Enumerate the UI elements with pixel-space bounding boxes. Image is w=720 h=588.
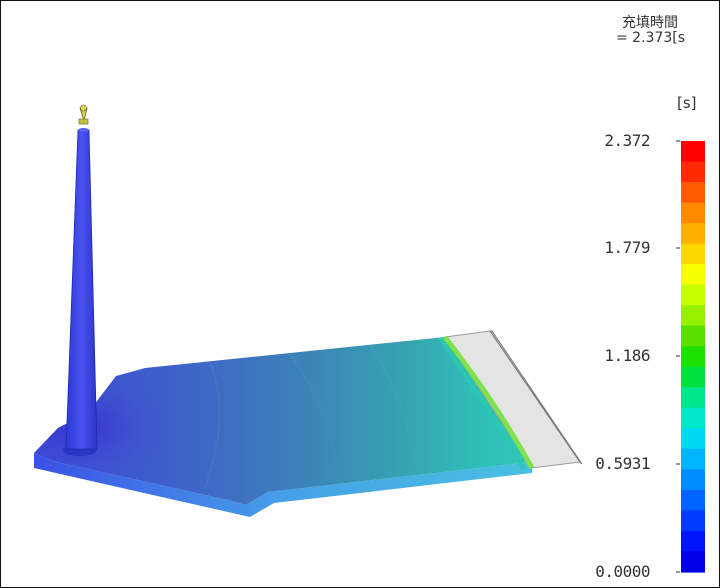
legend-color-swatch: [681, 284, 705, 306]
sprue-body: [65, 129, 98, 450]
legend-color-swatch: [681, 387, 705, 409]
legend-color-swatch: [681, 469, 705, 491]
legend-color-swatch: [681, 325, 705, 347]
legend-color-swatch: [681, 305, 705, 327]
legend-color-swatch: [681, 182, 705, 204]
legend-tick-label: 2.372: [604, 131, 650, 150]
iso-contour: [289, 353, 339, 479]
flow-front: [443, 335, 535, 470]
result-title: 充填時間: [622, 15, 678, 31]
legend-color-swatch: [681, 366, 705, 388]
legend-color-swatch: [681, 407, 705, 429]
legend-color-swatch: [681, 264, 705, 286]
legend-color-swatch: [681, 346, 705, 368]
legend-color-swatch: [681, 202, 705, 224]
part-edge-face: [34, 453, 532, 517]
sprue-top: [78, 128, 89, 132]
color-legend-bar: [681, 141, 705, 573]
unfilled-edge: [489, 330, 583, 465]
legend-unit: [s]: [677, 94, 697, 112]
iso-contour: [369, 344, 419, 471]
result-time-value: = 2.373[s: [616, 30, 686, 46]
legend-tick-label: 0.0000: [595, 562, 650, 581]
legend-tick-label: 1.779: [604, 238, 650, 257]
legend-color-swatch: [681, 489, 705, 512]
molded-part: [34, 330, 583, 517]
legend-color-swatch: [681, 510, 705, 532]
legend-color-swatch: [681, 243, 705, 265]
legend-color-swatch: [681, 428, 705, 450]
sprue: [65, 128, 98, 450]
flow-front-inner: [438, 336, 526, 470]
legend-tick-label: 1.186: [604, 346, 650, 365]
legend-color-swatch: [681, 551, 705, 573]
legend-color-swatch: [681, 530, 705, 553]
legend-color-swatch: [681, 223, 705, 245]
iso-contour: [204, 361, 221, 489]
legend-tick-label: 0.5931: [595, 454, 650, 473]
legend-color-swatch: [681, 161, 705, 183]
legend-color-swatch: [681, 448, 705, 470]
injection-point-icon: [78, 104, 89, 125]
legend-color-swatch: [681, 141, 705, 163]
